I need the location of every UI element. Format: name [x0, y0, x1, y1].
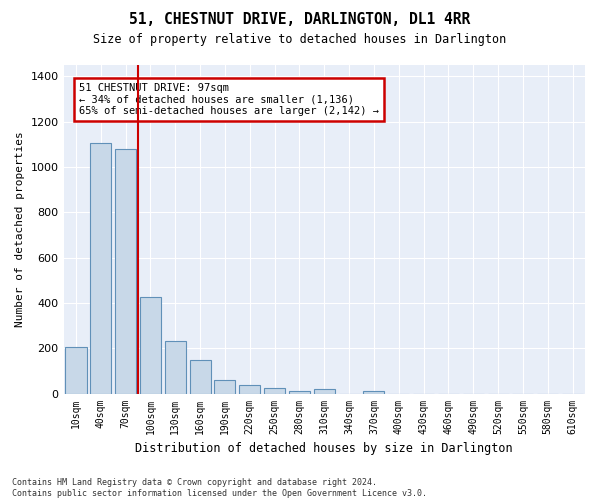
- Bar: [239, 385, 260, 394]
- Bar: [214, 380, 235, 394]
- Y-axis label: Number of detached properties: Number of detached properties: [15, 132, 25, 327]
- Bar: [115, 149, 136, 394]
- Text: 51, CHESTNUT DRIVE, DARLINGTON, DL1 4RR: 51, CHESTNUT DRIVE, DARLINGTON, DL1 4RR: [130, 12, 470, 28]
- Bar: [140, 298, 161, 394]
- Bar: [364, 392, 385, 394]
- Bar: [264, 388, 285, 394]
- X-axis label: Distribution of detached houses by size in Darlington: Distribution of detached houses by size …: [136, 442, 513, 455]
- Bar: [165, 342, 186, 394]
- Text: Contains HM Land Registry data © Crown copyright and database right 2024.
Contai: Contains HM Land Registry data © Crown c…: [12, 478, 427, 498]
- Bar: [314, 390, 335, 394]
- Text: 51 CHESTNUT DRIVE: 97sqm
← 34% of detached houses are smaller (1,136)
65% of sem: 51 CHESTNUT DRIVE: 97sqm ← 34% of detach…: [79, 83, 379, 116]
- Bar: [289, 392, 310, 394]
- Bar: [90, 143, 112, 394]
- Bar: [190, 360, 211, 394]
- Text: Size of property relative to detached houses in Darlington: Size of property relative to detached ho…: [94, 32, 506, 46]
- Bar: [65, 347, 86, 394]
